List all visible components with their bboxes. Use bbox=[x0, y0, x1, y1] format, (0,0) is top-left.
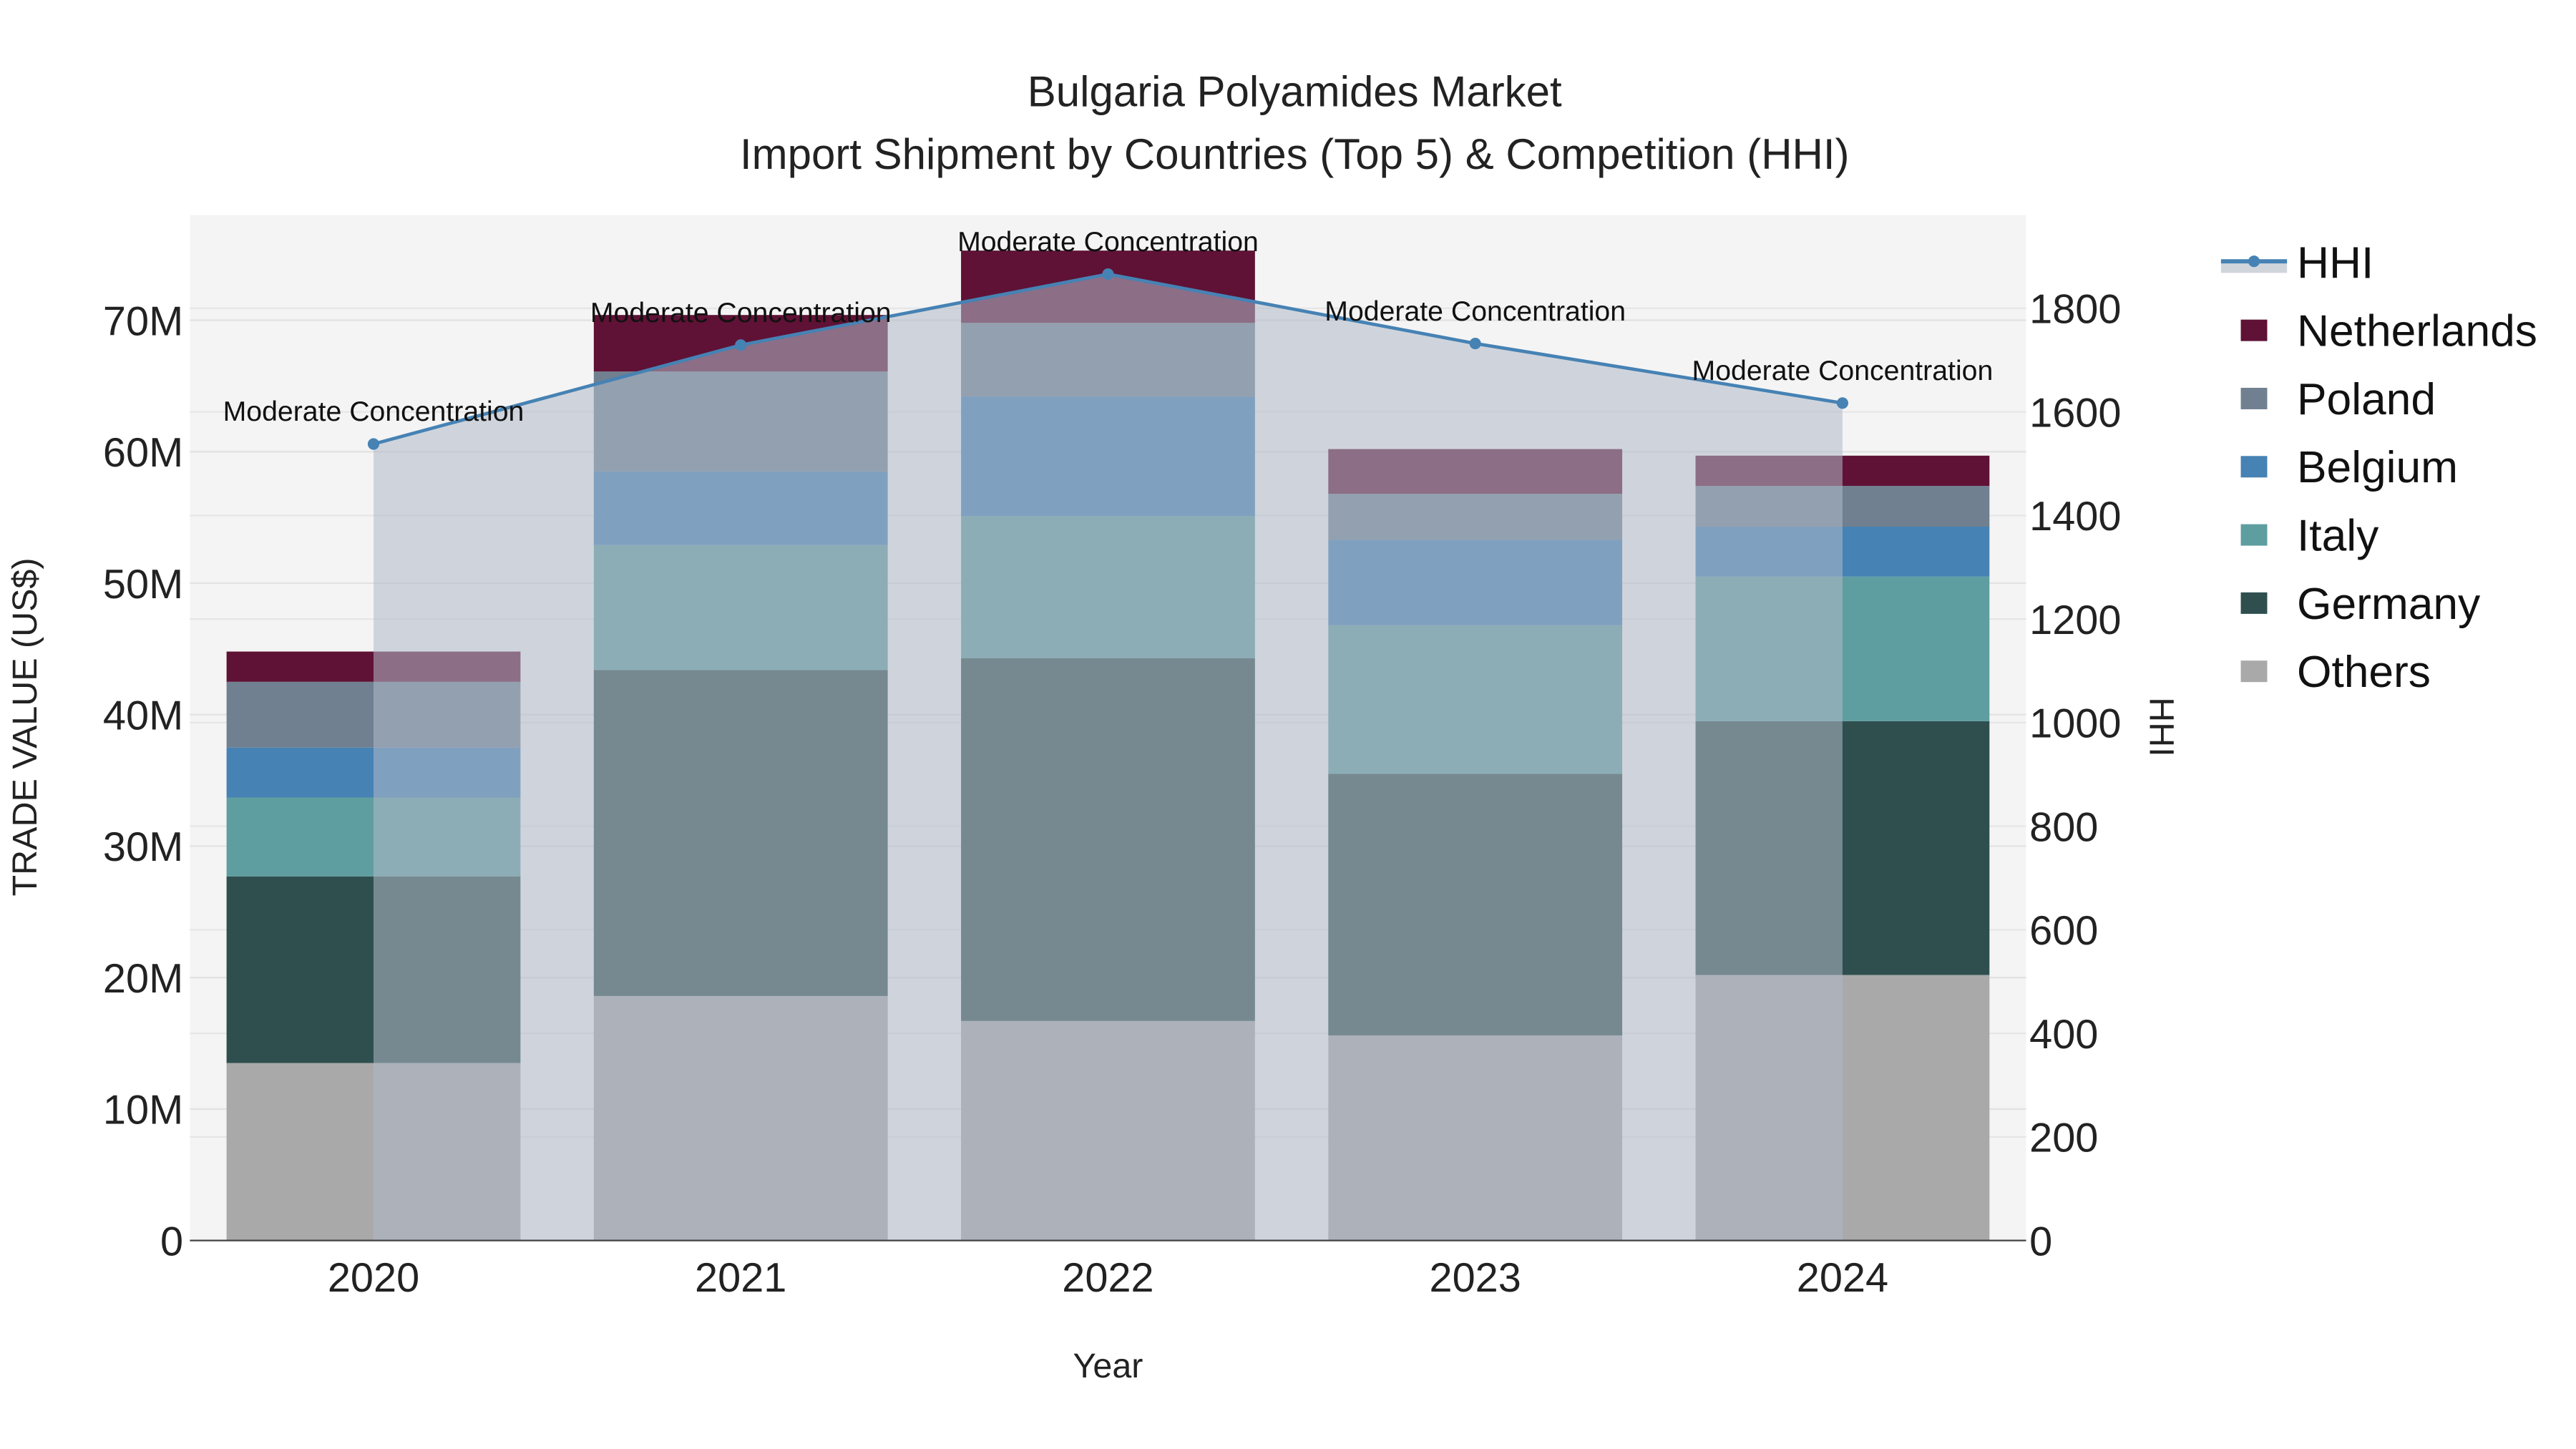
y-tick-label: 70M bbox=[103, 298, 183, 344]
hhi-area bbox=[374, 274, 1843, 1241]
x-tick-label: 2021 bbox=[695, 1255, 786, 1301]
chart-title-line1: Bulgaria Polyamides Market bbox=[1028, 67, 1562, 115]
legend-swatch bbox=[2240, 456, 2268, 478]
hhi-point-2020 bbox=[367, 438, 380, 450]
x-tick-label: 2024 bbox=[1797, 1255, 1888, 1301]
y-axis-title: TRADE VALUE (US$) bbox=[6, 557, 44, 896]
y2-tick-label: 1200 bbox=[2029, 597, 2121, 643]
hhi-legend-marker bbox=[2248, 255, 2260, 268]
legend-item-netherlands: Netherlands bbox=[2240, 307, 2537, 356]
legend-item-germany: Germany bbox=[2240, 580, 2481, 629]
legend-item-others: Others bbox=[2240, 648, 2431, 697]
legend: HHI Netherlands Poland Belgium Italy Germany O… bbox=[2220, 238, 2537, 697]
y2-tick-label: 800 bbox=[2029, 804, 2098, 850]
legend-item-italy: Italy bbox=[2240, 512, 2379, 561]
hhi-point-2023 bbox=[1469, 337, 1481, 350]
y-tick-label: 10M bbox=[103, 1088, 183, 1133]
y2-tick-label: 1000 bbox=[2029, 701, 2121, 747]
hhi-annotation: Moderate Concentration bbox=[223, 396, 525, 427]
legend-swatch bbox=[2240, 524, 2268, 546]
hhi-point-2021 bbox=[735, 339, 747, 351]
hhi-point-2022 bbox=[1102, 268, 1114, 280]
hhi-point-2024 bbox=[1836, 397, 1848, 409]
axes: 0 10M 20M 30M 40M 50M 60M 70M 0 200 400 600 800 1000 1… bbox=[103, 287, 2122, 1302]
legend-label: Italy bbox=[2297, 512, 2379, 561]
hhi-annotation: Moderate Concentration bbox=[1324, 296, 1626, 327]
y-tick-label: 20M bbox=[103, 956, 183, 1002]
legend-label: Belgium bbox=[2297, 443, 2458, 492]
y-tick-label: 0 bbox=[160, 1219, 183, 1264]
x-tick-label: 2020 bbox=[328, 1255, 419, 1301]
y-tick-label: 30M bbox=[103, 824, 183, 870]
legend-swatch bbox=[2240, 319, 2268, 341]
legend-item-poland: Poland bbox=[2240, 375, 2436, 424]
legend-label: Poland bbox=[2297, 375, 2436, 424]
x-axis-title: Year bbox=[1073, 1347, 1143, 1385]
hhi-annotation: Moderate Concentration bbox=[590, 297, 892, 328]
hhi-layer: Moderate Concentration Moderate Concentra… bbox=[223, 226, 1994, 1241]
legend-swatch bbox=[2240, 592, 2268, 614]
legend-item-hhi: HHI bbox=[2220, 238, 2373, 288]
y2-tick-label: 1400 bbox=[2029, 494, 2121, 540]
y2-tick-label: 400 bbox=[2029, 1012, 2098, 1058]
hhi-annotation: Moderate Concentration bbox=[1692, 355, 1994, 386]
y2-axis-title: HHI bbox=[2142, 697, 2181, 756]
y2-tick-label: 0 bbox=[2029, 1219, 2052, 1264]
y-tick-label: 40M bbox=[103, 693, 183, 739]
legend-label: Netherlands bbox=[2297, 307, 2537, 356]
x-tick-label: 2022 bbox=[1062, 1255, 1153, 1301]
legend-swatch bbox=[2240, 660, 2268, 683]
legend-label: Germany bbox=[2297, 580, 2481, 629]
hhi-annotation: Moderate Concentration bbox=[957, 226, 1259, 258]
y2-tick-label: 600 bbox=[2029, 908, 2098, 954]
y2-tick-label: 1600 bbox=[2029, 390, 2121, 436]
y2-tick-label: 200 bbox=[2029, 1116, 2098, 1161]
x-tick-label: 2023 bbox=[1430, 1255, 1521, 1301]
y2-tick-label: 1800 bbox=[2029, 287, 2121, 333]
y-tick-label: 50M bbox=[103, 562, 183, 608]
legend-label: HHI bbox=[2297, 238, 2373, 288]
legend-label: Others bbox=[2297, 648, 2431, 697]
legend-swatch bbox=[2240, 387, 2268, 409]
legend-item-belgium: Belgium bbox=[2240, 443, 2458, 492]
y-tick-label: 60M bbox=[103, 430, 183, 476]
chart-title-line2: Import Shipment by Countries (Top 5) & C… bbox=[740, 130, 1850, 178]
